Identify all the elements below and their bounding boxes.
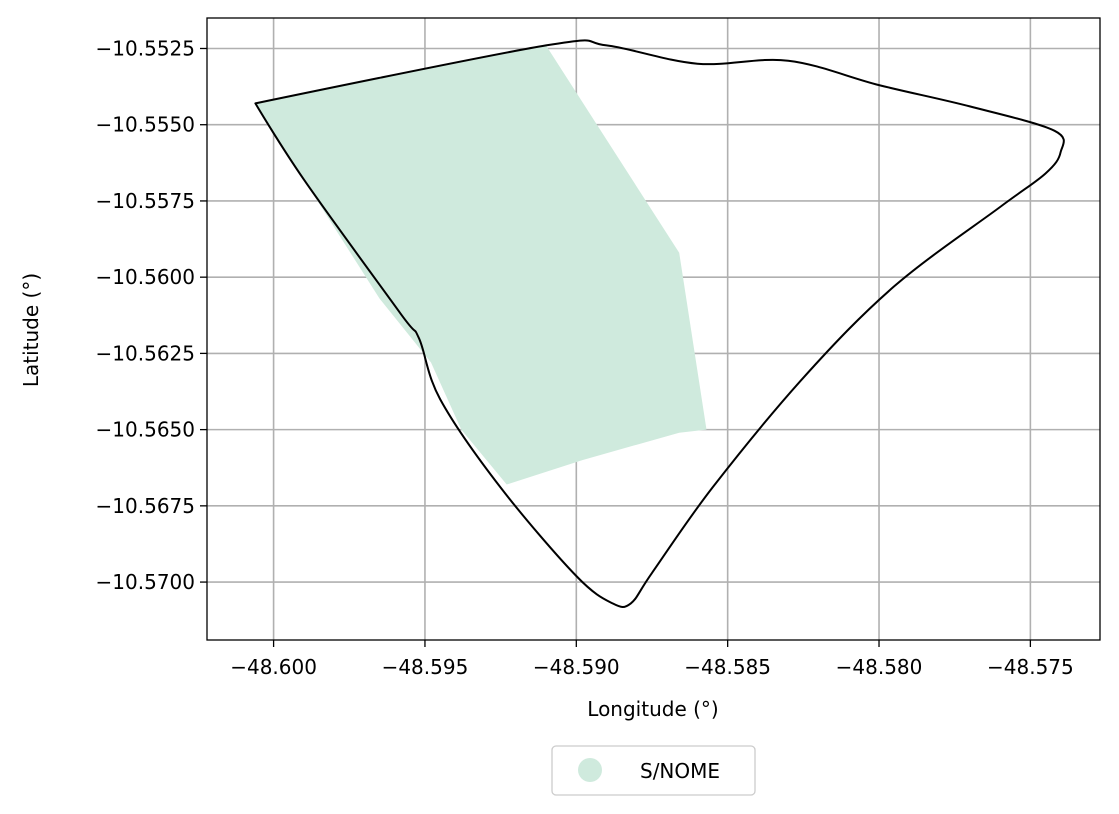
legend: S/NOME	[551, 745, 756, 796]
y-tick-label: −10.5650	[96, 418, 195, 442]
snome-area	[255, 45, 707, 485]
y-axis-label: Latitude (°)	[19, 273, 43, 387]
map-layers	[254, 39, 1065, 609]
x-axis-ticks: −48.600 −48.595 −48.590 −48.585 −48.580 −48.5…	[230, 640, 1074, 679]
y-axis-ticks: −10.5525 −10.5550 −10.5575 −10.5600 −10.5625…	[96, 36, 207, 594]
y-tick-label: −10.5600	[96, 265, 195, 289]
y-tick-label: −10.5675	[96, 494, 195, 518]
x-tick-label: −48.585	[684, 655, 771, 679]
legend-frame	[551, 745, 756, 796]
plot-frame	[206, 17, 1101, 641]
y-tick-label: −10.5575	[96, 189, 195, 213]
x-tick-label: −48.575	[987, 655, 1074, 679]
y-tick-label: −10.5625	[96, 341, 195, 365]
y-tick-label: −10.5550	[96, 113, 195, 137]
x-axis-label: Longitude (°)	[587, 697, 718, 721]
x-tick-label: −48.580	[836, 655, 923, 679]
x-tick-label: −48.590	[533, 655, 620, 679]
legend-label: S/NOME	[640, 759, 720, 783]
x-tick-label: −48.600	[230, 655, 317, 679]
x-tick-label: −48.595	[382, 655, 469, 679]
legend-marker	[578, 758, 602, 782]
y-tick-label: −10.5700	[96, 570, 195, 594]
y-tick-label: −10.5525	[96, 36, 195, 60]
municipality-boundary	[254, 39, 1065, 609]
